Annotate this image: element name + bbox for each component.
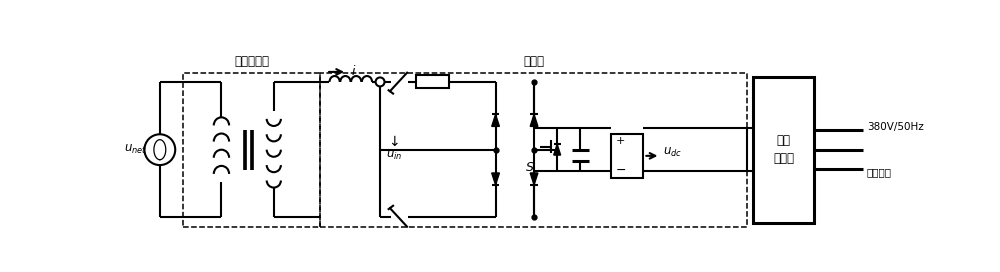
Text: $u_{dc}$: $u_{dc}$ <box>663 146 683 159</box>
Bar <box>320 73 747 227</box>
Text: 交流输出: 交流输出 <box>867 167 892 177</box>
Text: 380V/50Hz: 380V/50Hz <box>867 122 923 132</box>
Text: 整流器: 整流器 <box>523 55 544 68</box>
Text: 牵引变压器: 牵引变压器 <box>234 55 269 68</box>
Polygon shape <box>492 173 499 185</box>
Polygon shape <box>530 115 538 126</box>
Bar <box>183 73 320 227</box>
Bar <box>753 76 814 223</box>
Text: 逆变器: 逆变器 <box>773 152 794 165</box>
Bar <box>611 134 643 178</box>
Polygon shape <box>554 144 561 155</box>
Text: $u_{in}$: $u_{in}$ <box>386 149 403 162</box>
Bar <box>416 75 449 88</box>
Text: $\downarrow$: $\downarrow$ <box>386 135 400 149</box>
Text: $i$: $i$ <box>351 64 356 78</box>
Polygon shape <box>492 115 499 126</box>
Text: $u_{net}$: $u_{net}$ <box>124 143 147 156</box>
Text: 三相: 三相 <box>777 134 791 147</box>
Text: −: − <box>616 164 626 177</box>
Polygon shape <box>530 173 538 185</box>
Text: +: + <box>616 136 625 146</box>
Text: $S$: $S$ <box>525 161 535 174</box>
